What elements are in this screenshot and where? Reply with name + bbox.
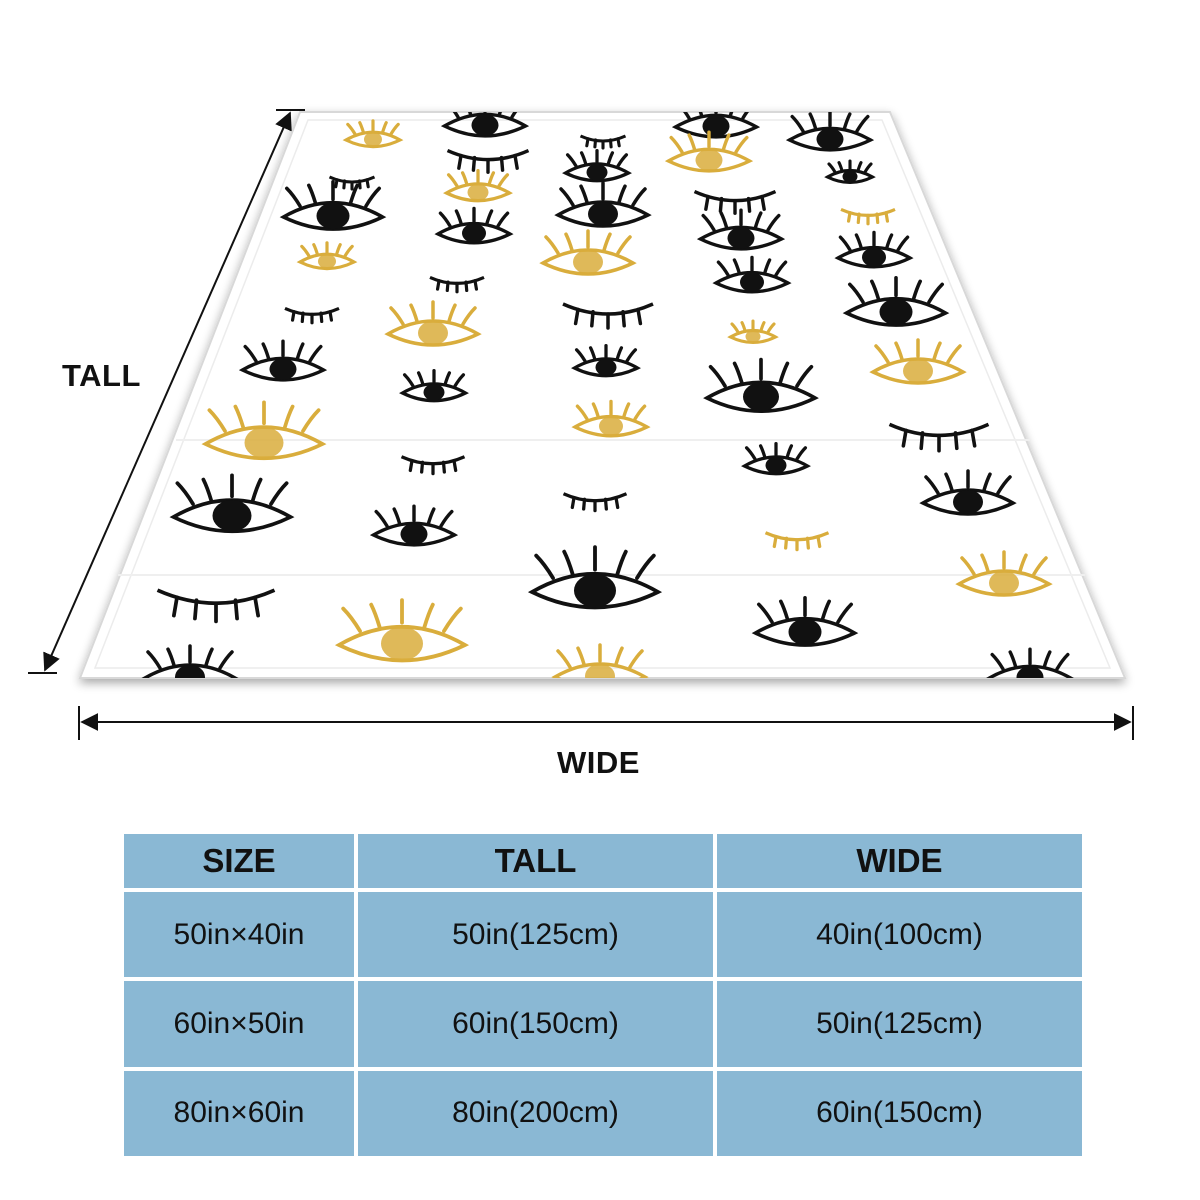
eye-motif: [664, 130, 754, 173]
blanket-illustration: [28, 109, 1134, 740]
eye-motif: [693, 190, 777, 215]
eye-motif: [741, 441, 811, 476]
eye-motif: [785, 112, 875, 152]
eye-motif: [919, 469, 1017, 516]
eye-motif: [434, 206, 514, 245]
eye-motif: [712, 255, 792, 294]
wide-cell: 50in(125cm): [717, 981, 1082, 1067]
eye-motif: [579, 134, 627, 150]
size-cell: 60in×50in: [124, 981, 354, 1067]
eye-motif: [985, 647, 1075, 678]
header-size: SIZE: [124, 834, 354, 888]
size-chart-table: SIZE TALL WIDE 50in×40in 50in(125cm) 40i…: [120, 830, 1086, 1160]
size-row: 50in×40in 50in(125cm) 40in(100cm): [124, 892, 1082, 978]
eye-motif: [842, 276, 950, 327]
eye-motif: [539, 229, 637, 276]
tall-cell: 80in(200cm): [358, 1070, 713, 1156]
eye-motif: [551, 643, 649, 678]
size-cell: 80in×60in: [124, 1070, 354, 1156]
tall-cell: 50in(125cm): [358, 892, 713, 978]
eye-motif: [571, 399, 651, 438]
eye-motif: [342, 119, 404, 149]
size-row: 80in×60in 80in(200cm) 60in(150cm): [124, 1070, 1082, 1156]
size-chart-header-row: SIZE TALL WIDE: [124, 834, 1082, 888]
eye-motif: [955, 550, 1053, 597]
wide-label: WIDE: [557, 745, 640, 780]
eye-motif: [824, 159, 876, 185]
eye-motif: [443, 168, 513, 203]
eye-motif: [834, 230, 914, 269]
eye-motif: [399, 368, 469, 403]
eye-motif: [888, 422, 990, 453]
eye-motif: [562, 148, 632, 183]
wide-dimension-arrow: [78, 706, 1134, 740]
tall-cell: 60in(150cm): [358, 981, 713, 1067]
eye-motif: [369, 504, 459, 547]
eye-motif: [328, 175, 376, 191]
tall-dimension-arrow: [28, 109, 305, 674]
eye-motif: [727, 319, 779, 345]
eye-motif: [334, 598, 470, 663]
eye-motif: [429, 275, 485, 294]
eye-motif: [562, 302, 654, 330]
eye-motif: [703, 357, 819, 413]
eye-motif: [554, 181, 652, 228]
size-row: 60in×50in 60in(150cm) 50in(125cm): [124, 981, 1082, 1067]
eye-motif: [446, 149, 530, 174]
header-tall: TALL: [358, 834, 713, 888]
wide-cell: 60in(150cm): [717, 1070, 1082, 1156]
eye-motif: [571, 343, 641, 378]
header-wide: WIDE: [717, 834, 1082, 888]
eye-motif: [696, 208, 786, 251]
eye-motif: [527, 545, 663, 610]
eye-motif: [764, 531, 830, 552]
wide-cell: 40in(100cm): [717, 892, 1082, 978]
eye-motif: [869, 338, 967, 385]
eye-motif: [671, 112, 761, 139]
size-cell: 50in×40in: [124, 892, 354, 978]
eye-motif: [440, 112, 530, 138]
eye-motif: [400, 455, 466, 476]
eye-motif: [384, 300, 482, 347]
eye-motif: [279, 180, 387, 231]
eye-motif: [840, 207, 896, 226]
eye-motif: [296, 241, 358, 271]
eye-motif: [751, 596, 859, 647]
tall-label: TALL: [62, 358, 141, 393]
eye-motif: [562, 492, 628, 513]
